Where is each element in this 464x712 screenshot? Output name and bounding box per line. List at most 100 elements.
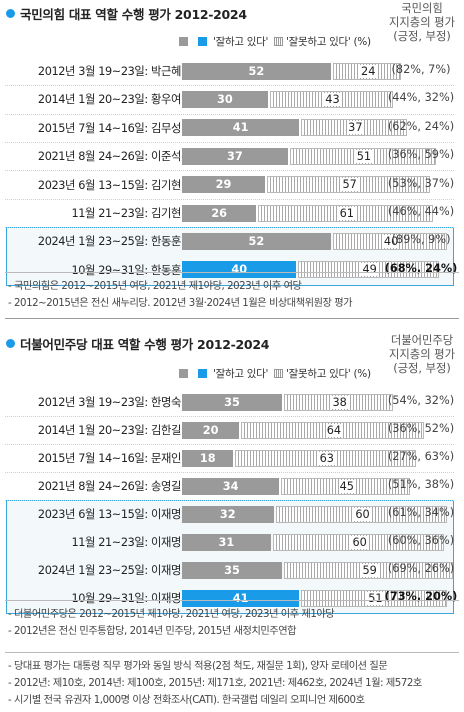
panel1-title-dot [6, 9, 15, 18]
footer-note: - 당대표 평가는 대통령 직무 평가와 동일 방식 적용(2점 척도, 재질문… [8, 661, 388, 672]
panel1-supporters-value: (36%, 59%) [387, 148, 455, 162]
panel1-chart-title: 국민의힘 대표 역할 수행 평가 2012-2024 [20, 7, 247, 22]
panel2-row-divider [5, 500, 454, 501]
panel2-legend-swatch-good-highlight [198, 369, 207, 378]
panel1-bar-good: 37 [182, 147, 288, 165]
panel1-category-label: 2012년 3월 19~23일: 박근혜 [37, 65, 181, 78]
panel1-row-divider [5, 170, 454, 172]
panel2-row-divider [5, 472, 454, 473]
panel2-supporters-value: (73%, 20%) [384, 590, 458, 603]
panel1-category-label: 2015년 7월 14~16일: 김무성 [37, 121, 181, 135]
panel2-supporters-value: (27%, 63%) [387, 450, 455, 463]
panel2-supporters-value: (60%, 36%) [387, 534, 455, 547]
panel1-footnote: - 국민의힘은 2012~2015년 여당, 2021년 제1야당, 2023년… [8, 281, 302, 292]
panel1-bar-bad-value: 40 [382, 234, 400, 248]
panel2-category-label: 10월 29~31일: 이재명 [71, 592, 181, 605]
panel1-bar-good: 29 [182, 176, 265, 194]
panel2-category-label: 11월 21~23일: 이재명 [71, 536, 181, 549]
panel2-supporters-value: (54%, 32%) [387, 394, 455, 407]
panel1-bar-bad-value: 24 [360, 64, 377, 78]
panel2-legend-unit: (%) [353, 368, 371, 380]
panel1-category-label: 2021년 8월 24~26일: 이준석 [37, 150, 181, 164]
panel1-bar-good: 30 [182, 90, 268, 108]
panel1-bar-good: 40 [182, 261, 297, 279]
panel1-row-divider [5, 198, 454, 200]
panel2-bar-good: 32 [182, 505, 274, 523]
panel1-category-label: 2014년 1월 20~23일: 황우여 [37, 93, 181, 107]
panel2-bar-bad-value: 59 [361, 563, 378, 577]
panel2-category-label: 2023년 6월 13~15일: 이재명 [37, 508, 181, 521]
panel2-chart-title: 더불어민주당 대표 역할 수행 평가 2012-2024 [20, 337, 270, 352]
panel2-bar-bad-value: 51 [367, 591, 384, 605]
panel2-category-label: 2021년 8월 24~26일: 송영길 [37, 480, 181, 493]
panel1-bar-good: 26 [182, 204, 257, 222]
footer-note: - 시기별 전국 유권자 1,000명 이상 전화조사(CATI). 한국갤럽 … [8, 695, 365, 706]
panel2-title-dot [6, 339, 15, 348]
panel1-supporters-value: (53%, 37%) [387, 176, 455, 190]
panel2-bar-bad-value: 45 [338, 479, 355, 493]
panel2-category-label: 2014년 1월 20~23일: 김한길 [37, 424, 181, 437]
panel1-category-label: 2024년 1월 23~25일: 한동훈 [37, 235, 181, 249]
panel2-footnote: - 2012년은 전신 민주통합당, 2014년 민주당, 2015년 새정치민… [8, 626, 297, 637]
panel2-bar-good: 35 [182, 393, 283, 411]
panel2-category-label: 2024년 1월 23~25일: 이재명 [37, 564, 181, 577]
panel2-supporters-value: (61%, 34%) [387, 506, 455, 519]
panel1-row-divider [5, 113, 454, 115]
panel2-notes-separator [5, 600, 459, 601]
panel1-supporters-value: (68%, 24%) [384, 261, 458, 275]
panel1-bar-bad-value: 57 [341, 178, 358, 192]
panel2-bar-bad-value: 64 [325, 423, 343, 437]
panel1-row-divider [5, 85, 454, 87]
panel2-row-divider [5, 444, 454, 445]
panel1-supporters-header-line: (긍정, 부정) [393, 30, 451, 43]
panel1-supporters-value: (82%, 7%) [391, 63, 451, 76]
panel1-bar-bad-value: 51 [355, 149, 373, 163]
panel2-category-label: 2015년 7월 14~16일: 문재인 [37, 452, 181, 465]
panel1-supporters-value: (46%, 44%) [387, 205, 455, 218]
panel1-bar-bad-value: 43 [324, 92, 341, 106]
panel1-legend-good-label: '잘하고 있다' [210, 36, 269, 48]
panel2-legend-swatch-good [179, 369, 188, 378]
panel2-footnote: - 더불어민주당은 2012~2015년 제1야당, 2021년 여당, 202… [8, 609, 335, 620]
panel1-legend-unit: (%) [353, 36, 371, 48]
panel2-supporters-value: (69%, 26%) [387, 562, 455, 575]
panel1-legend: '잘하고 있다' '잘못하고 있다' (%) [179, 34, 371, 49]
panel2-bar-good: 34 [182, 477, 280, 495]
panel2-supporters-header-line: 지지층의 평가 [389, 348, 455, 361]
panel2-bar-good: 20 [182, 421, 240, 439]
footer-separator [5, 652, 459, 653]
panel1-bar-bad-value: 37 [347, 121, 364, 135]
panel2-supporters-value: (36%, 52%) [387, 422, 455, 435]
panel2-legend-swatch-bad [274, 369, 284, 378]
panel1-supporters-value: (89%, 9%) [391, 233, 451, 247]
panel1-legend-bad-label: '잘못하고 있다' [286, 36, 354, 48]
panel2-bar-bad-value: 60 [354, 507, 371, 521]
panel1-bar-bad-value: 49 [361, 263, 378, 277]
panel1-legend-swatch-bad [274, 37, 284, 46]
panel1-row-divider [5, 227, 454, 229]
panel1-footnote: - 2012~2015년은 전신 새누리당. 2012년 3월·2024년 1월… [8, 298, 353, 309]
panel2-bar-bad-value: 63 [318, 451, 335, 465]
panel1-legend-swatch-good [179, 37, 188, 46]
panel2-bar-good: 31 [182, 533, 271, 551]
panel2-bar-good: 18 [182, 449, 234, 467]
panel2-legend: '잘하고 있다' '잘못하고 있다' (%) [179, 366, 371, 381]
panel1-bar-good: 52 [182, 62, 331, 80]
panel1-bar-good: 52 [182, 232, 331, 250]
panel1-supporters-header-line: 국민의힘 [401, 2, 443, 15]
panel2-legend-bad-label: '잘못하고 있다' [286, 368, 354, 380]
panel-separator [5, 318, 459, 319]
panel1-legend-swatch-good-highlight [198, 37, 207, 46]
panel2-legend-good-label: '잘하고 있다' [210, 368, 269, 380]
panel2-category-label: 2012년 3월 19~23일: 한명숙 [37, 396, 181, 409]
panel2-bar-good: 35 [182, 561, 283, 579]
panel2-bar-bad-value: 60 [351, 535, 368, 549]
panel1-supporters-value: (62%, 24%) [387, 119, 455, 133]
panel1-supporters-header-line: 지지층의 평가 [389, 16, 455, 29]
panel2-bar-bad-value: 38 [331, 395, 348, 409]
panel2-supporters-header: 더불어민주당 지지층의 평가 (긍정, 부정) [382, 334, 462, 376]
panel1-bar-good: 41 [182, 119, 300, 137]
panel1-category-label: 11월 21~23일: 김기현 [71, 207, 181, 220]
panel1-row-divider [5, 142, 454, 143]
panel1-bar-bad-value: 61 [338, 206, 355, 220]
